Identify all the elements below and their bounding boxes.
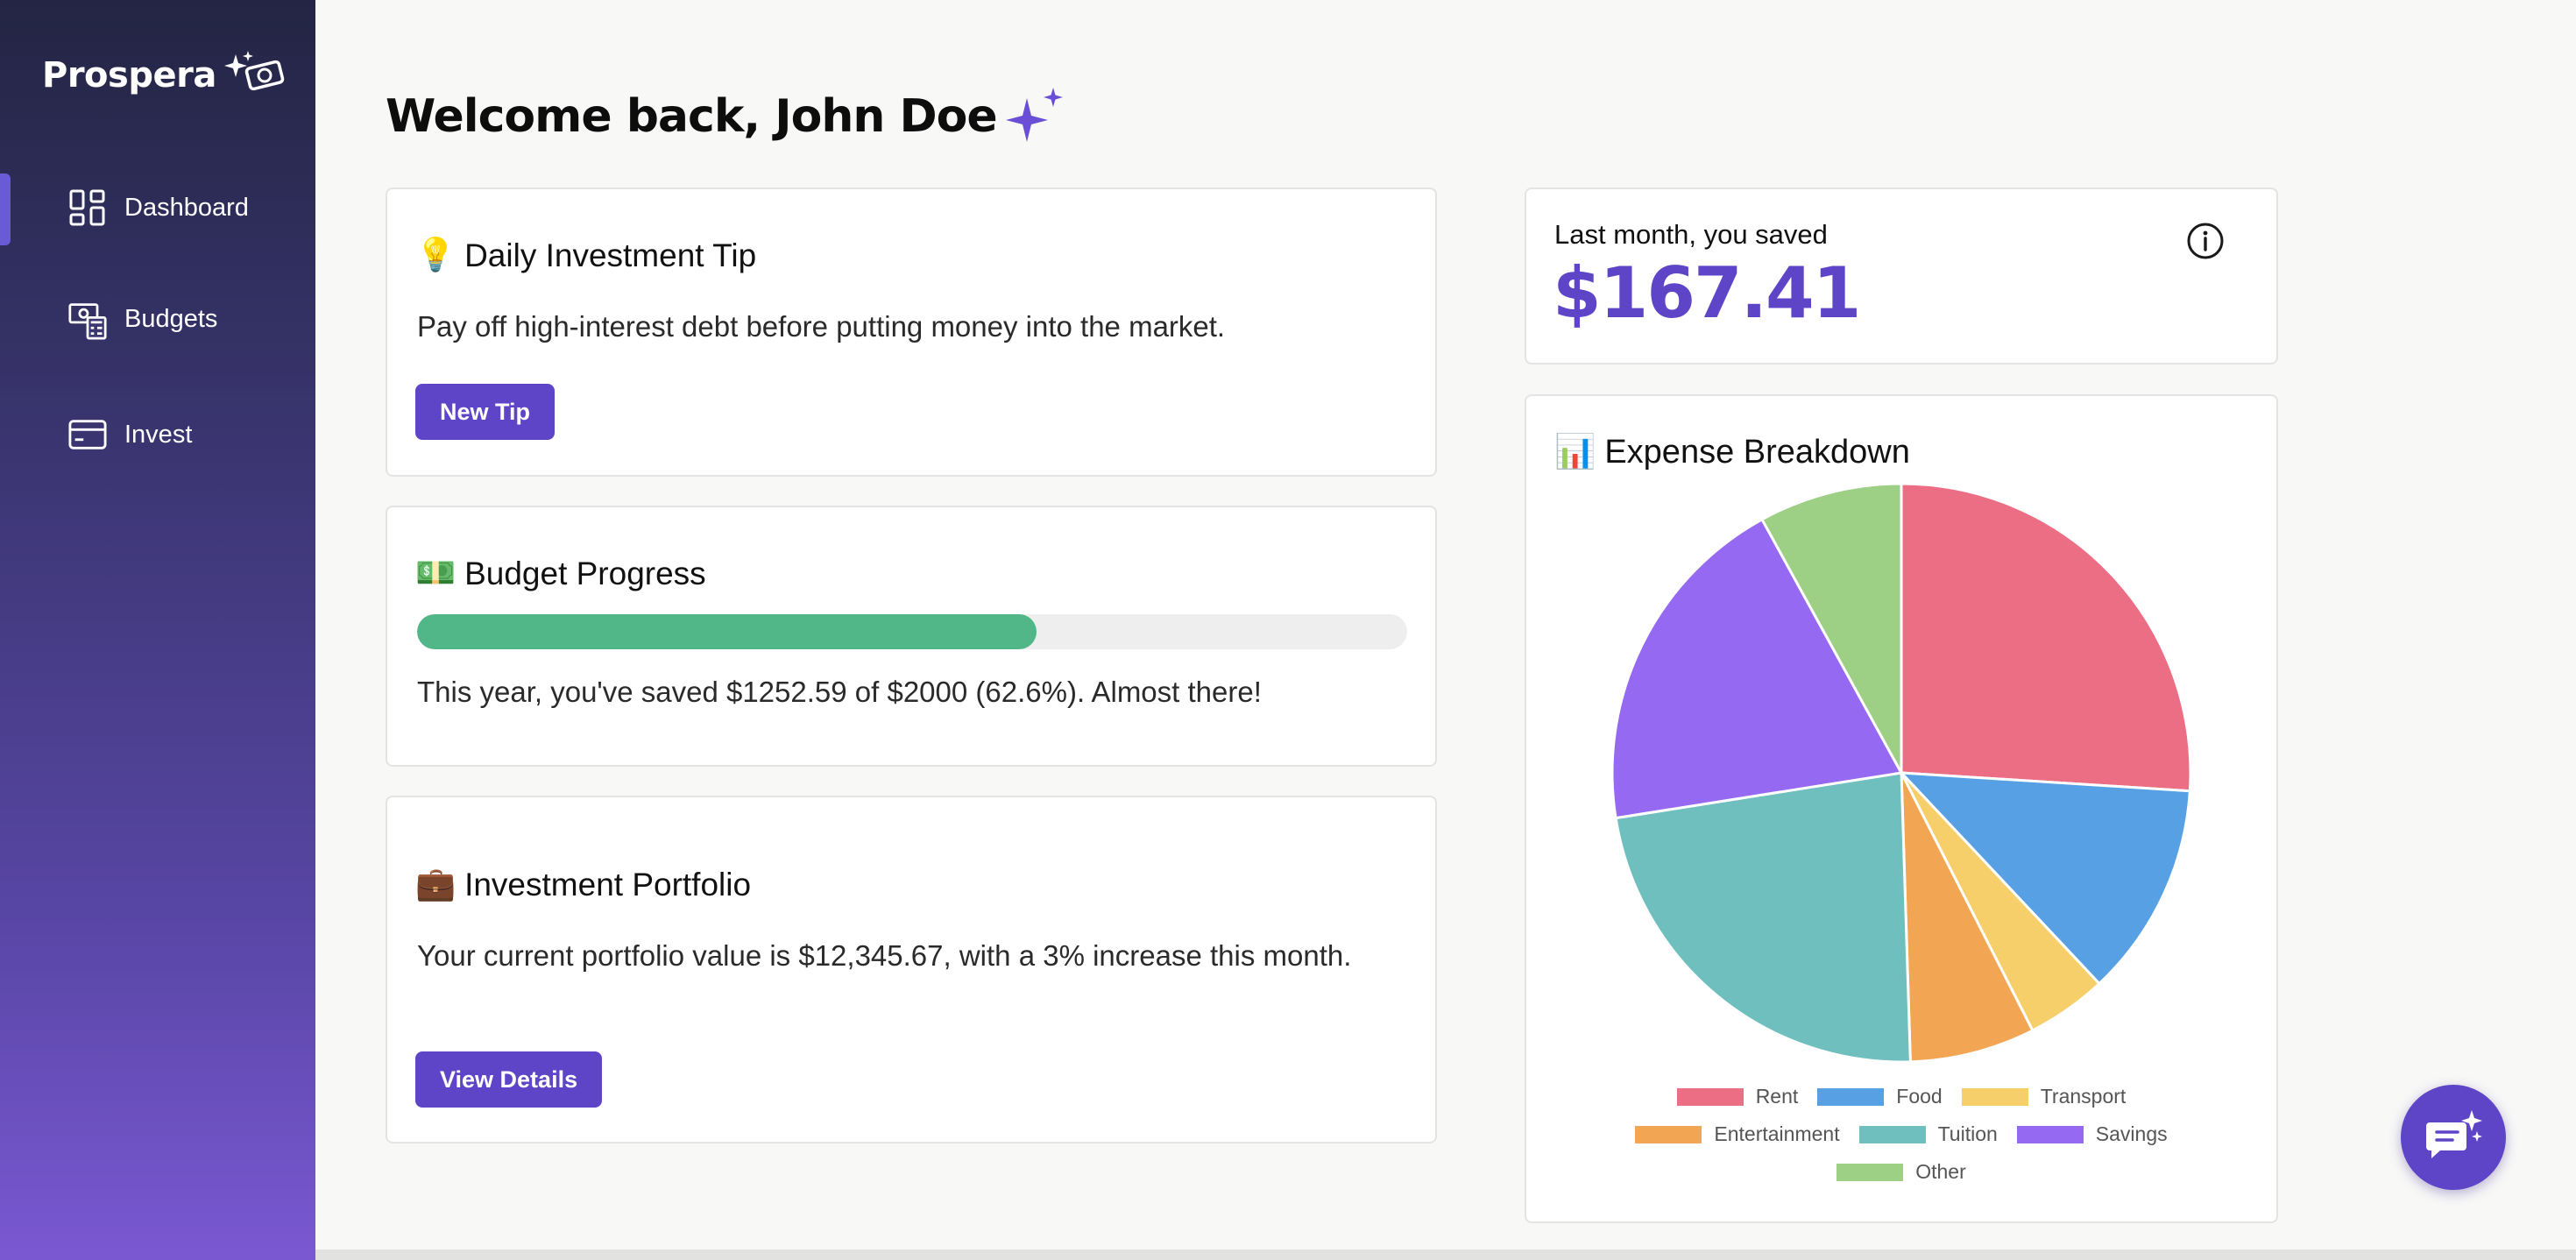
sidebar-item-label: Invest — [124, 420, 193, 449]
expense-title: 📊 Expense Breakdown — [1554, 433, 1910, 471]
pie-slice-other[interactable] — [1759, 484, 1903, 774]
legend-label: Food — [1896, 1085, 1943, 1108]
briefcase-icon: 💼 — [415, 866, 456, 902]
dashboard-icon — [68, 188, 107, 227]
legend-label: Other — [1915, 1160, 1966, 1183]
portfolio-title-text: Investment Portfolio — [464, 866, 752, 903]
legend-label: Rent — [1755, 1085, 1799, 1108]
chat-sparkle-icon — [2426, 1110, 2482, 1158]
legend-label: Transport — [2040, 1085, 2127, 1108]
nav-active-indicator — [0, 173, 11, 245]
legend-item-other[interactable]: Other — [1836, 1160, 1966, 1184]
legend-item-food[interactable]: Food — [1817, 1085, 1943, 1108]
legend-item-entertainment[interactable]: Entertainment — [1635, 1122, 1840, 1146]
portfolio-text: Your current portfolio value is $12,345.… — [417, 939, 1352, 972]
sidebar-item-budgets[interactable]: Budgets — [68, 300, 218, 340]
sidebar-item-dashboard[interactable]: Dashboard — [68, 188, 249, 227]
card-icon — [68, 415, 107, 454]
pie-slice-entertainment[interactable] — [1900, 772, 2035, 1064]
pie-slice-tuition[interactable] — [1614, 771, 1912, 1064]
sidebar: Prospera Dashboard — [0, 0, 315, 1260]
legend-item-tuition[interactable]: Tuition — [1858, 1122, 1998, 1146]
tip-text: Pay off high-interest debt before puttin… — [417, 310, 1226, 343]
app-name: Prospera — [42, 55, 216, 96]
portfolio-title: 💼 Investment Portfolio — [415, 866, 751, 903]
sidebar-item-invest[interactable]: Invest — [68, 415, 192, 454]
welcome-header: Welcome back, John Doe — [386, 88, 1067, 145]
new-tip-button[interactable]: New Tip — [415, 384, 556, 440]
legend-swatch — [1817, 1087, 1885, 1106]
lightbulb-icon: 💡 — [415, 237, 456, 273]
legend-swatch — [1858, 1125, 1926, 1143]
pie-slice-food[interactable] — [1898, 771, 2191, 986]
budget-title: 💵 Budget Progress — [415, 555, 706, 592]
budget-card: 💵 Budget Progress This year, you've save… — [386, 506, 1437, 767]
page-title: Welcome back, John Doe — [386, 90, 998, 143]
legend-label: Savings — [2095, 1122, 2168, 1145]
expense-title-text: Expense Breakdown — [1604, 433, 1910, 471]
info-icon[interactable] — [2185, 221, 2226, 261]
legend-swatch — [1676, 1087, 1744, 1106]
legend-item-transport[interactable]: Transport — [1961, 1085, 2127, 1108]
budget-progress-fill — [417, 614, 1037, 649]
tip-card: 💡 Daily Investment Tip Pay off high-inte… — [386, 188, 1437, 477]
sparkle-icon — [1005, 88, 1063, 142]
view-details-button[interactable]: View Details — [415, 1051, 603, 1108]
money-icon: 💵 — [415, 555, 456, 591]
budgets-icon — [68, 300, 107, 340]
legend-swatch — [1635, 1125, 1702, 1143]
sparkle-money-icon — [223, 51, 285, 91]
pie-slice-savings[interactable] — [1610, 517, 1904, 820]
budget-progress-bar — [417, 614, 1407, 649]
legend-label: Entertainment — [1714, 1122, 1840, 1145]
savings-value: $167.41 — [1553, 252, 1861, 334]
app-logo[interactable]: Prospera — [42, 51, 287, 100]
legend-item-savings[interactable]: Savings — [2016, 1122, 2168, 1146]
tip-title: 💡 Daily Investment Tip — [415, 237, 756, 274]
bar-chart-icon: 📊 — [1554, 434, 1596, 471]
chat-assistant-button[interactable] — [2401, 1085, 2506, 1190]
expense-pie-chart — [1610, 484, 2192, 1064]
expense-legend: Rent Food Transport Entertainment Tuition Sav… — [1526, 1085, 2276, 1184]
legend-swatch — [1961, 1087, 2028, 1106]
legend-swatch — [1836, 1163, 1904, 1181]
tip-title-text: Daily Investment Tip — [464, 237, 757, 273]
sidebar-item-label: Budgets — [124, 304, 218, 333]
budget-text: This year, you've saved $1252.59 of $200… — [417, 676, 1262, 708]
budget-title-text: Budget Progress — [464, 555, 706, 591]
expense-card: 📊 Expense Breakdown Rent Food Transport Ent… — [1525, 394, 2278, 1223]
savings-card: Last month, you saved $167.41 — [1525, 188, 2278, 365]
legend-item-rent[interactable]: Rent — [1676, 1085, 1799, 1108]
pie-slice-rent[interactable] — [1900, 484, 2192, 793]
portfolio-card: 💼 Investment Portfolio Your current port… — [386, 796, 1437, 1143]
savings-label: Last month, you saved — [1554, 219, 1828, 250]
bottom-edge — [315, 1249, 2576, 1260]
legend-label: Tuition — [1937, 1122, 1998, 1145]
legend-swatch — [2016, 1125, 2084, 1143]
sidebar-item-label: Dashboard — [124, 193, 249, 222]
